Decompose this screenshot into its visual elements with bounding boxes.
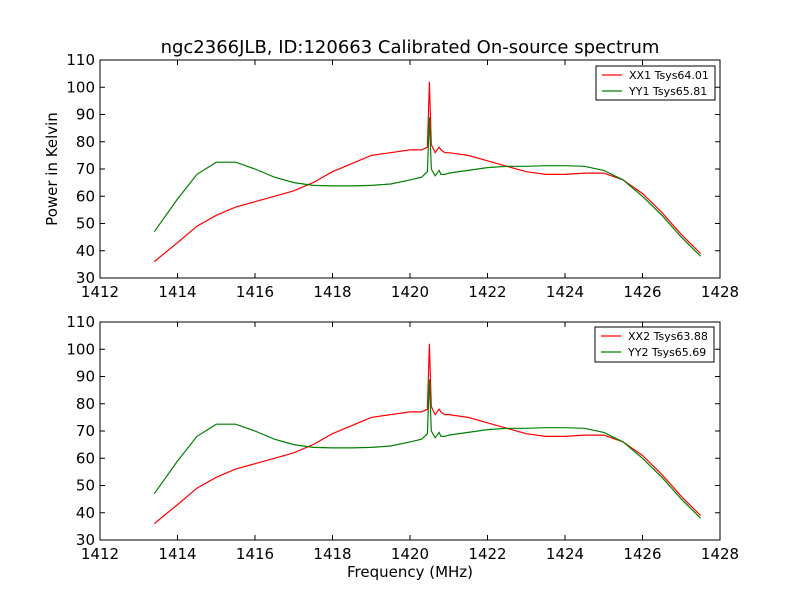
y-tick-label: 100 — [66, 78, 95, 96]
y-tick-label: 70 — [76, 422, 95, 440]
x-tick-label: 1416 — [236, 545, 274, 563]
x-tick-label: 1412 — [81, 283, 119, 301]
x-tick-label: 1426 — [623, 283, 661, 301]
y-tick-label: 60 — [76, 449, 95, 467]
y-tick-label: 100 — [66, 340, 95, 358]
x-tick-label: 1424 — [546, 283, 584, 301]
x-tick-label: 1420 — [391, 283, 429, 301]
legend: XX1 Tsys64.01 YY1 Tsys65.81 — [595, 65, 716, 101]
x-tick-label: 1420 — [391, 545, 429, 563]
series-line-yy2 — [153, 379, 702, 519]
legend-label: XX1 Tsys64.01 — [629, 69, 709, 82]
series-line-xx1 — [153, 81, 702, 263]
y-tick-label: 80 — [76, 133, 95, 151]
x-tick-label: 1412 — [81, 545, 119, 563]
y-tick-label: 40 — [76, 242, 95, 260]
legend: XX2 Tsys63.88 YY2 Tsys65.69 — [594, 326, 715, 363]
y-tick-label: 110 — [66, 313, 95, 331]
y-tick-label: 90 — [76, 106, 95, 124]
x-axis-label: Frequency (MHz) — [347, 563, 473, 581]
y-axis-label: Power in Kelvin — [43, 112, 61, 226]
x-tick-label: 1426 — [623, 545, 661, 563]
x-tick-label: 1414 — [158, 283, 196, 301]
legend-box — [595, 65, 716, 101]
legend-label: XX2 Tsys63.88 — [628, 330, 708, 343]
y-tick-label: 30 — [76, 269, 95, 287]
legend-label: YY2 Tsys65.69 — [627, 346, 706, 359]
x-tick-label: 1414 — [158, 545, 196, 563]
x-tick-label: 1418 — [313, 545, 351, 563]
legend-box — [594, 326, 715, 363]
series-line-xx2 — [153, 343, 702, 525]
chart-panel-2: 1412 1414 1416 1418 1420 1422 1424 1426 1428 30 40… — [66, 313, 739, 581]
y-tick-label: 80 — [76, 395, 95, 413]
x-tick-label: 1428 — [701, 545, 739, 563]
y-tick-label: 110 — [66, 51, 95, 69]
x-tick-label: 1416 — [236, 283, 274, 301]
x-tick-label: 1418 — [313, 283, 351, 301]
legend-label: YY1 Tsys65.81 — [628, 85, 707, 98]
y-tick-label: 70 — [76, 160, 95, 178]
figure-title: ngc2366JLB, ID:120663 Calibrated On-sour… — [161, 37, 660, 58]
series-line-yy1 — [153, 117, 702, 257]
x-tick-label: 1428 — [701, 283, 739, 301]
x-tick-label: 1422 — [468, 545, 506, 563]
x-tick-label: 1422 — [468, 283, 506, 301]
y-tick-label: 30 — [76, 531, 95, 549]
y-tick-label: 90 — [76, 368, 95, 386]
y-tick-label: 50 — [76, 215, 95, 233]
chart-panel-1: 1412 1414 1416 1418 1420 1422 1424 1426 1428 30 40… — [43, 51, 739, 301]
y-tick-label: 40 — [76, 504, 95, 522]
x-tick-label: 1424 — [546, 545, 584, 563]
y-tick-label: 50 — [76, 477, 95, 495]
y-tick-label: 60 — [76, 187, 95, 205]
